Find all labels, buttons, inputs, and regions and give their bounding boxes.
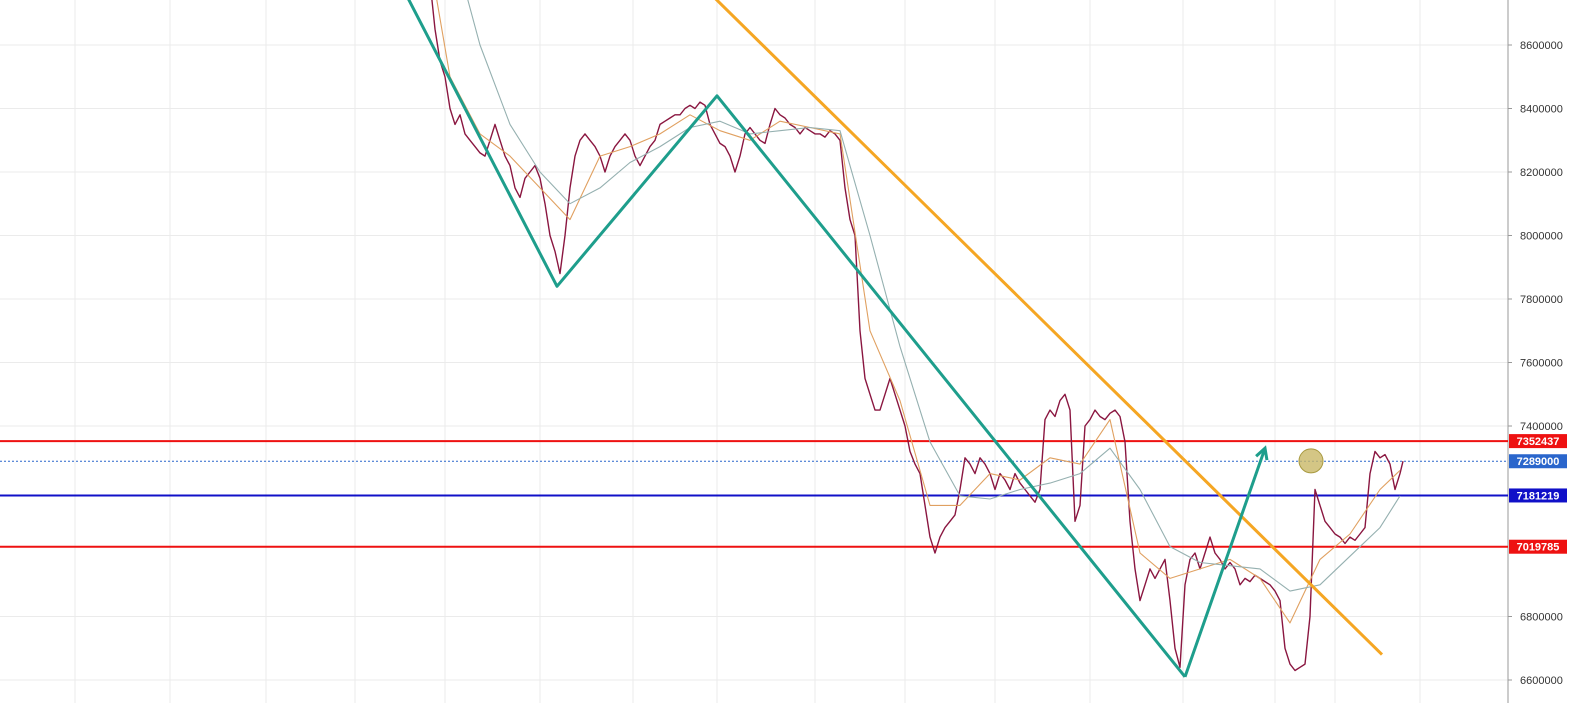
y-tick-label: 7800000 <box>1520 294 1563 306</box>
price-level-badge <box>1509 488 1567 503</box>
y-tick-label: 8600000 <box>1520 40 1563 52</box>
price-line <box>431 0 1404 672</box>
y-tick-label: 8400000 <box>1520 104 1563 116</box>
price-level-label: 7181219 <box>1517 490 1560 502</box>
fast-moving-average-line <box>436 0 1401 624</box>
arrow-head <box>1255 445 1269 461</box>
price-level-badge <box>1509 434 1567 449</box>
price-level-badge <box>1509 454 1567 469</box>
y-tick-label: 7400000 <box>1520 421 1563 433</box>
y-tick-label: 7600000 <box>1520 358 1563 370</box>
price-levels: 7352437 7289000 7181219 7019785 <box>0 434 1567 554</box>
chart-annotations <box>407 0 1384 678</box>
slow-moving-average-line <box>467 0 1401 592</box>
trend-line <box>714 0 1384 656</box>
price-level-label: 7289000 <box>1517 456 1560 468</box>
y-tick-label: 6600000 <box>1520 675 1563 687</box>
zigzag-pattern-line <box>407 0 1187 678</box>
price-level-label: 7352437 <box>1517 436 1560 448</box>
highlight-circle-marker <box>1298 448 1324 474</box>
arrow-line <box>1183 447 1267 678</box>
y-tick-label: 6800000 <box>1520 612 1563 624</box>
chart-grid <box>0 0 1508 703</box>
price-level-badge <box>1509 539 1567 554</box>
y-tick-label: 8200000 <box>1520 167 1563 179</box>
price-series <box>431 0 1404 672</box>
price-axis: 1080000010600000104000001020000010000000… <box>1507 0 1563 703</box>
price-level-label: 7019785 <box>1517 542 1560 554</box>
y-tick-label: 8000000 <box>1520 231 1563 243</box>
